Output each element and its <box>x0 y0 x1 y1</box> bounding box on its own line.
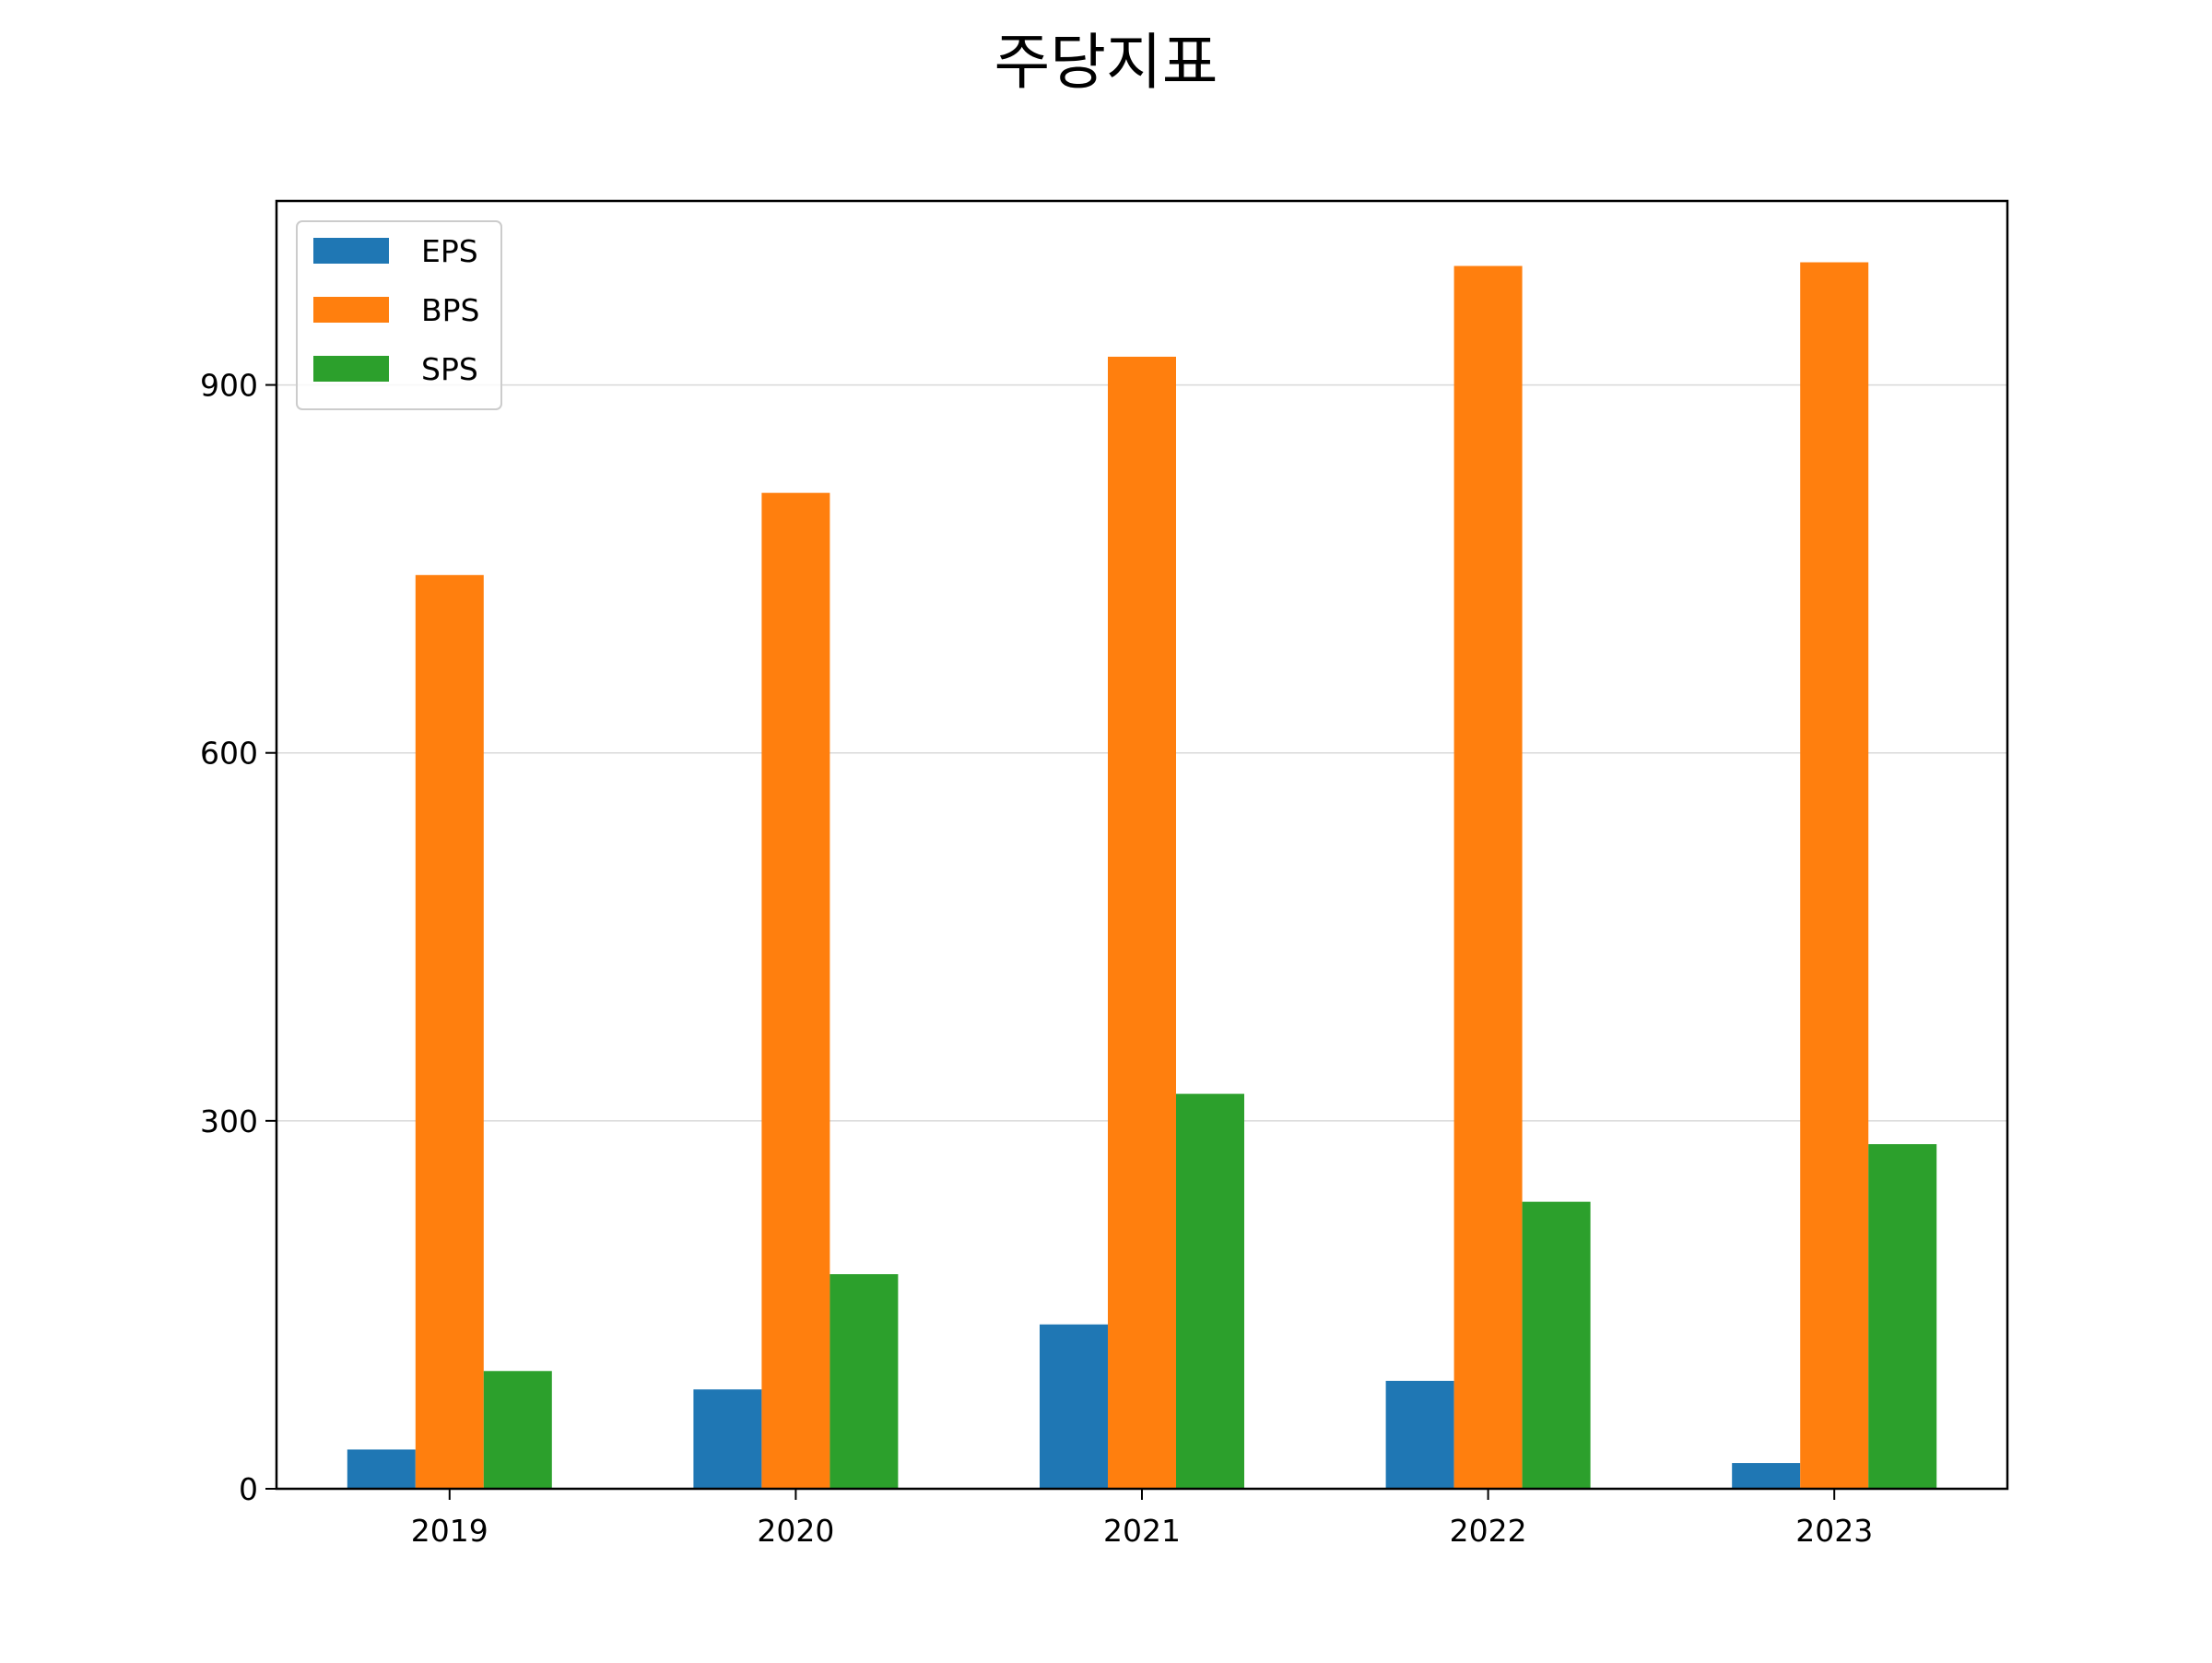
x-tick-label: 2022 <box>1450 1513 1527 1549</box>
legend-label-eps: EPS <box>421 233 478 269</box>
y-tick-label: 900 <box>200 368 258 404</box>
y-tick-label: 0 <box>239 1471 258 1507</box>
bar-sps-2022 <box>1522 1201 1591 1489</box>
bar-sps-2020 <box>830 1274 899 1489</box>
legend-swatch-bps <box>313 297 389 323</box>
x-tick-label: 2023 <box>1795 1513 1873 1549</box>
plot-area: 0 300 600 900 2019 2020 2021 2022 2023 EPS BPS SPS <box>200 199 2009 1549</box>
bar-eps-2022 <box>1385 1380 1454 1489</box>
bar-eps-2021 <box>1040 1324 1108 1489</box>
bar-eps-2020 <box>693 1389 762 1489</box>
bar-eps-2019 <box>347 1449 416 1489</box>
bar-bps-2021 <box>1108 356 1176 1490</box>
chart-title: 주당지표 <box>994 27 1218 98</box>
y-tick-label: 600 <box>200 736 258 772</box>
bar-bps-2019 <box>415 574 484 1489</box>
bar-sps-2019 <box>483 1371 552 1489</box>
bar-eps-2023 <box>1732 1463 1801 1489</box>
x-tick-label: 2019 <box>411 1513 488 1549</box>
y-tick-label: 300 <box>200 1103 258 1139</box>
bar-bps-2020 <box>761 492 830 1489</box>
legend-swatch-sps <box>313 356 389 382</box>
legend-label-bps: BPS <box>421 292 480 328</box>
x-tick-label: 2020 <box>757 1513 834 1549</box>
bar-bps-2022 <box>1453 265 1523 1489</box>
x-tick-label: 2021 <box>1103 1513 1181 1549</box>
legend-swatch-eps <box>313 238 389 264</box>
bar-bps-2023 <box>1800 262 1869 1489</box>
bar-sps-2021 <box>1176 1093 1244 1489</box>
bar-sps-2023 <box>1868 1144 1937 1489</box>
legend-label-sps: SPS <box>421 351 478 387</box>
